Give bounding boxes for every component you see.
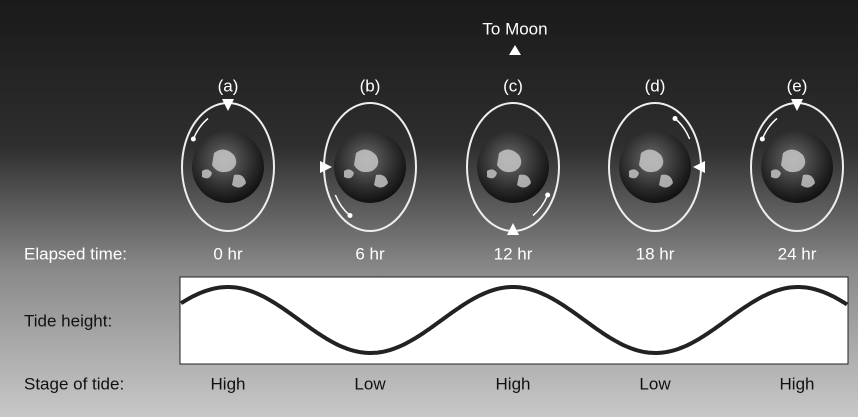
tide-stage: Low: [639, 374, 671, 393]
tide-stage: High: [780, 374, 815, 393]
panel-label: (a): [218, 76, 239, 95]
panel-label: (b): [360, 76, 381, 95]
elapsed-time: 18 hr: [636, 244, 675, 263]
tide-box: [180, 277, 848, 364]
arrow-head: [545, 193, 550, 198]
arrow-head: [760, 137, 765, 142]
arrow-head: [348, 213, 353, 218]
panel-label: (d): [645, 76, 666, 95]
panel-label: (e): [787, 76, 808, 95]
panel-label: (c): [503, 76, 523, 95]
elapsed-time: 24 hr: [778, 244, 817, 263]
moon-label: To Moon: [482, 19, 547, 38]
arrow-head: [191, 137, 196, 142]
row-label: Tide height:: [24, 311, 112, 330]
elapsed-time: 12 hr: [494, 244, 533, 263]
tide-stage: High: [496, 374, 531, 393]
elapsed-time: 6 hr: [355, 244, 385, 263]
arrow-head: [673, 116, 678, 121]
tide-stage: Low: [354, 374, 386, 393]
diagram: To Moon Elapsed time: Tide height: Stage…: [0, 0, 858, 417]
tide-stage: High: [211, 374, 246, 393]
row-label: Elapsed time:: [24, 244, 127, 263]
elapsed-time: 0 hr: [213, 244, 243, 263]
row-label: Stage of tide:: [24, 374, 124, 393]
page: {"header": {"title": "To Moon"}, "rows":…: [0, 0, 858, 417]
